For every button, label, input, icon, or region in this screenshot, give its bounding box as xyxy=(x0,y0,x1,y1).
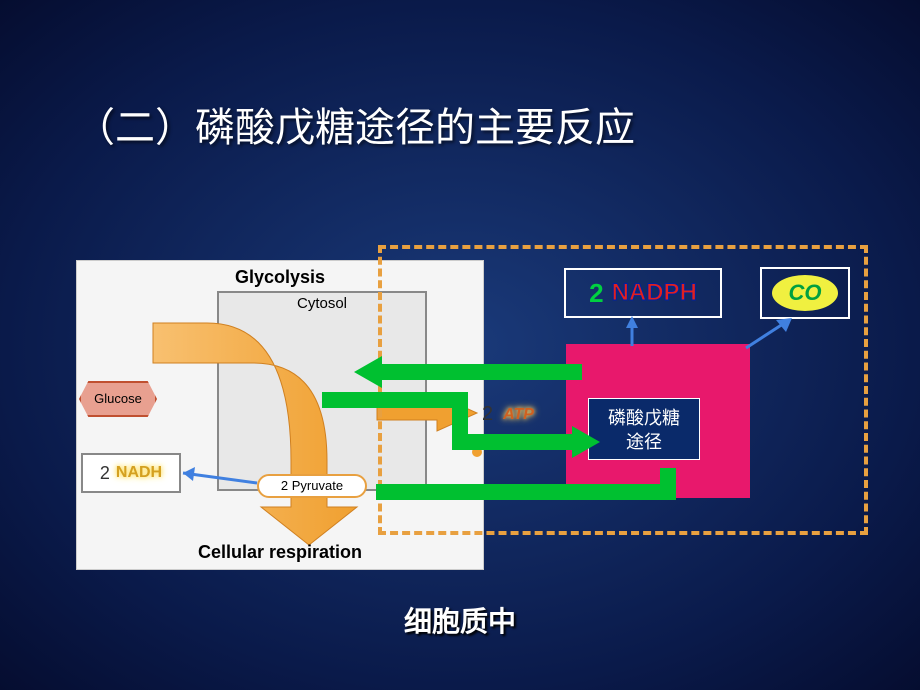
atp-count: 2 xyxy=(482,403,493,426)
footer-label: 细胞质中 xyxy=(0,600,920,640)
nadh-box: 2 NADH xyxy=(81,453,181,493)
co-oval: CO xyxy=(772,275,838,311)
nadph-box: 2 NADPH xyxy=(564,268,722,318)
pyruvate-node: 2 Pyruvate xyxy=(257,474,367,498)
cellular-respiration-label: Cellular respiration xyxy=(77,542,483,563)
pentose-line1: 磷酸戊糖 xyxy=(608,408,680,428)
nadph-label: NADPH xyxy=(612,279,697,307)
nadh-count: 2 xyxy=(100,463,110,484)
glucose-node: Glucose xyxy=(79,381,157,417)
pentose-label: 磷酸戊糖 途径 xyxy=(588,398,700,460)
pentose-block: 磷酸戊糖 途径 xyxy=(566,344,750,498)
nadph-count: 2 xyxy=(589,278,603,309)
page-title: （二）磷酸戊糖途径的主要反应 xyxy=(75,95,635,153)
atp-output: 2 ATP xyxy=(482,403,534,426)
co-box: CO xyxy=(760,267,850,319)
atp-label: ATP xyxy=(503,406,534,424)
nadh-label: NADH xyxy=(116,464,162,482)
pentose-line2: 途径 xyxy=(626,432,662,452)
diagram-container: Glycolysis Cytosol Glucose xyxy=(76,260,866,600)
